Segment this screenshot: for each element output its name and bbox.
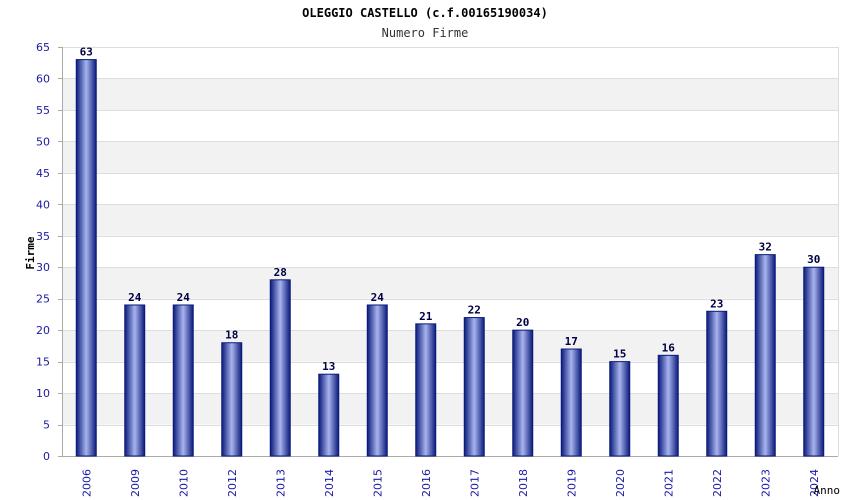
y-tick-label: 45 [36, 167, 50, 180]
bar [172, 304, 194, 457]
x-tick-label: 2022 [711, 469, 724, 497]
bar-value-label: 23 [710, 297, 723, 310]
y-tick-label: 60 [36, 72, 50, 85]
bar-value-label: 20 [516, 316, 529, 329]
bar-value-label: 24 [371, 291, 385, 304]
x-tick-label: 2012 [226, 469, 239, 497]
bar-value-label: 24 [128, 291, 142, 304]
chart-title: OLEGGIO CASTELLO (c.f.00165190034) [302, 6, 548, 20]
background-band [62, 204, 838, 236]
chart-subtitle: Numero Firme [382, 26, 469, 40]
bar-value-label: 17 [565, 335, 578, 348]
y-tick-label: 25 [36, 293, 50, 306]
bar [221, 342, 243, 457]
bar [124, 304, 146, 457]
bar [269, 279, 291, 457]
background-band [62, 267, 838, 299]
bar-value-label: 16 [662, 341, 676, 354]
background-band [62, 78, 838, 110]
bar-value-label: 21 [419, 310, 433, 323]
x-tick-label: 2014 [323, 469, 336, 497]
bar-value-label: 63 [80, 46, 93, 59]
bar [657, 354, 679, 457]
y-tick-label: 15 [36, 356, 50, 369]
y-tick-label: 35 [36, 230, 50, 243]
x-tick-labels: 2006 2009 2010 2012 2013 2014 2015 2016 2017 2018… [80, 469, 821, 497]
x-tick-label: 2009 [129, 469, 142, 497]
bar-value-label: 22 [468, 304, 481, 317]
x-tick-label: 2006 [80, 469, 93, 497]
bar-value-label: 18 [225, 329, 238, 342]
y-axis-label: Firme [24, 236, 37, 269]
x-tick-label: 2016 [420, 469, 433, 497]
y-tick-label: 30 [36, 261, 50, 274]
bar [512, 329, 534, 457]
y-tick-labels: 0 5 10 15 20 25 30 35 40 45 50 55 60 65 [36, 41, 62, 463]
y-tick-label: 0 [43, 450, 50, 463]
y-tick-label: 10 [36, 387, 50, 400]
bar-value-label: 30 [807, 253, 820, 266]
x-tick-label: 2013 [274, 469, 287, 497]
y-tick-label: 55 [36, 104, 50, 117]
bar [560, 348, 582, 457]
y-tick-label: 65 [36, 41, 50, 54]
bars: 63 24 24 18 28 13 24 21 22 20 17 15 16 23 32 30 [75, 46, 825, 457]
x-tick-label: 2015 [371, 469, 384, 497]
bar [803, 266, 825, 457]
bar [415, 323, 437, 457]
background-band [62, 141, 838, 173]
x-tick-label: 2023 [759, 469, 772, 497]
bar-value-label: 24 [177, 291, 191, 304]
y-tick-label: 5 [43, 419, 50, 432]
bar-value-label: 28 [274, 266, 287, 279]
x-tick-label: 2018 [517, 469, 530, 497]
bar [75, 59, 97, 457]
x-axis-label: Anno [814, 484, 841, 497]
bar-value-label: 13 [322, 360, 335, 373]
bar [754, 254, 776, 457]
x-tick-label: 2021 [662, 469, 675, 497]
x-tick-label: 2020 [614, 469, 627, 497]
x-tick-label: 2010 [177, 469, 190, 497]
y-tick-label: 20 [36, 324, 50, 337]
x-tick-label: 2017 [468, 469, 481, 497]
bar [366, 304, 388, 457]
bar [609, 361, 631, 457]
y-tick-label: 40 [36, 198, 50, 211]
y-tick-label: 50 [36, 135, 50, 148]
bar [318, 373, 340, 457]
bar [706, 310, 728, 457]
x-tick-label: 2019 [565, 469, 578, 497]
bar-value-label: 15 [613, 348, 626, 361]
bar [463, 317, 485, 457]
x-tick-label: 2024 [808, 469, 821, 497]
bar-value-label: 32 [759, 241, 772, 254]
